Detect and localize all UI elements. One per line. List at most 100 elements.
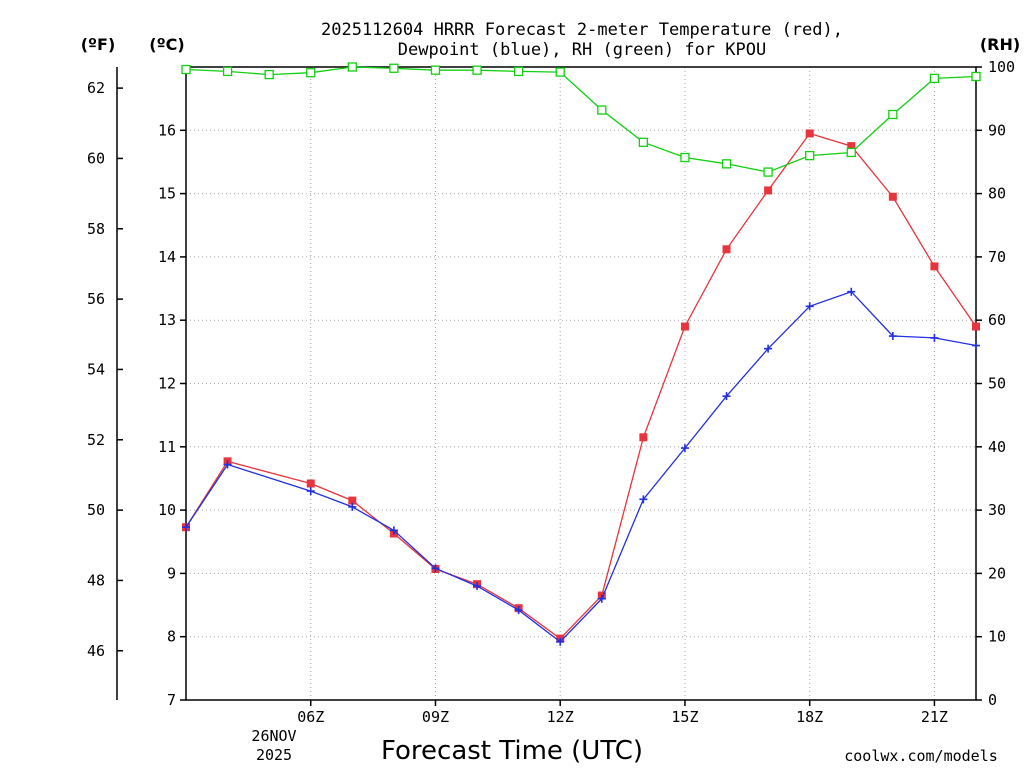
x-tick-label-21Z: 21Z bbox=[921, 708, 948, 726]
dewpoint-point bbox=[847, 287, 856, 296]
rh-point bbox=[763, 167, 773, 177]
axes: 46 48 50 52 54 56 58 60 62 7 8 9 10 11 12 13 14 15 16 0 10 20… bbox=[87, 58, 1015, 726]
dewpoint-point bbox=[639, 495, 648, 504]
rh-unit-label: (RH) bbox=[980, 35, 1020, 54]
temperature-point bbox=[888, 192, 897, 201]
rh-point bbox=[680, 152, 690, 163]
rh-tick-label-60: 60 bbox=[988, 311, 1006, 329]
dewpoint-point bbox=[223, 460, 232, 469]
rh-point bbox=[347, 62, 357, 72]
date-label-year: 2025 bbox=[256, 746, 292, 764]
dewpoint-point bbox=[722, 392, 731, 401]
x-tick-label-18Z: 18Z bbox=[796, 708, 823, 726]
title-line-2: Dewpoint (blue), RH (green) for KPOU bbox=[398, 40, 766, 60]
rh-point bbox=[264, 69, 274, 80]
x-axis-title: Forecast Time (UTC) bbox=[381, 736, 643, 766]
series-temperature bbox=[182, 129, 980, 643]
rh-point bbox=[638, 137, 649, 147]
temperature-point bbox=[306, 479, 315, 488]
fahrenheit-tick-label-50: 50 bbox=[87, 501, 105, 519]
rh-tick-label-30: 30 bbox=[988, 501, 1006, 519]
dewpoint-point bbox=[348, 502, 357, 511]
date-label-day: 26NOV bbox=[251, 727, 296, 745]
x-tick-label-15Z: 15Z bbox=[671, 708, 698, 726]
series-rh bbox=[181, 62, 981, 177]
celsius-tick-label-7: 7 bbox=[167, 691, 176, 709]
fahrenheit-tick-label-52: 52 bbox=[87, 431, 105, 449]
temperature-point bbox=[680, 322, 689, 331]
temperature-point bbox=[348, 496, 357, 505]
fahrenheit-tick-label-62: 62 bbox=[87, 79, 105, 97]
dewpoint-point bbox=[182, 523, 190, 532]
chart-title: 2025112604 HRRR Forecast 2-meter Tempera… bbox=[321, 20, 843, 60]
temperature-point bbox=[764, 186, 773, 195]
dewpoint-point bbox=[431, 564, 440, 573]
x-tick-label-09Z: 09Z bbox=[422, 708, 449, 726]
rh-tick-label-20: 20 bbox=[988, 564, 1006, 582]
temperature-point bbox=[847, 142, 856, 151]
title-line-1: 2025112604 HRRR Forecast 2-meter Tempera… bbox=[321, 20, 843, 40]
celsius-tick-label-8: 8 bbox=[167, 628, 176, 646]
fahrenheit-tick-label-58: 58 bbox=[87, 220, 105, 238]
fahrenheit-tick-label-46: 46 bbox=[87, 642, 105, 660]
rh-tick-label-40: 40 bbox=[988, 438, 1006, 456]
temperature-point bbox=[972, 322, 980, 331]
rh-tick-label-0: 0 bbox=[988, 691, 997, 709]
dewpoint-point bbox=[514, 606, 523, 615]
rh-point bbox=[555, 67, 565, 77]
fahrenheit-tick-label-54: 54 bbox=[87, 360, 105, 378]
rh-point bbox=[846, 147, 856, 158]
celsius-tick-label-12: 12 bbox=[158, 375, 176, 393]
rh-point bbox=[430, 65, 441, 75]
rh-point bbox=[721, 159, 732, 169]
dewpoint-point bbox=[597, 594, 606, 603]
dewpoint-point bbox=[473, 582, 482, 591]
fahrenheit-tick-label-60: 60 bbox=[87, 149, 105, 167]
celsius-tick-label-16: 16 bbox=[158, 121, 176, 139]
rh-tick-label-70: 70 bbox=[988, 248, 1006, 266]
x-tick-label-12Z: 12Z bbox=[547, 708, 574, 726]
rh-line bbox=[185, 66, 977, 173]
rh-point bbox=[306, 68, 316, 78]
celsius-tick-label-13: 13 bbox=[158, 311, 176, 329]
rh-tick-label-90: 90 bbox=[988, 121, 1006, 139]
temperature-point bbox=[722, 245, 731, 254]
rh-point bbox=[181, 64, 191, 75]
rh-point bbox=[805, 150, 815, 161]
rh-point bbox=[472, 65, 482, 75]
rh-tick-label-50: 50 bbox=[988, 375, 1006, 393]
rh-point bbox=[389, 63, 399, 73]
rh-point bbox=[513, 66, 524, 77]
dewpoint-point bbox=[930, 333, 939, 342]
dewpoint-point bbox=[764, 344, 773, 353]
celsius-tick-label-15: 15 bbox=[158, 185, 176, 203]
temperature-line bbox=[185, 132, 977, 640]
dewpoint-point bbox=[805, 302, 814, 311]
celsius-tick-label-14: 14 bbox=[158, 248, 176, 266]
credit-text: coolwx.com/models bbox=[844, 747, 998, 765]
celsius-tick-label-11: 11 bbox=[158, 438, 176, 456]
temperature-point bbox=[805, 129, 814, 138]
dewpoint-point bbox=[306, 487, 315, 496]
rh-point bbox=[929, 73, 940, 84]
x-tick-label-06Z: 06Z bbox=[297, 708, 324, 726]
rh-tick-label-80: 80 bbox=[988, 185, 1006, 203]
celsius-tick-label-9: 9 bbox=[167, 564, 176, 582]
gridlines bbox=[186, 67, 976, 700]
temperature-point bbox=[930, 262, 939, 271]
dewpoint-point bbox=[972, 341, 980, 350]
temperature-point bbox=[639, 433, 648, 442]
plot-frame bbox=[185, 66, 977, 701]
celsius-tick-label-10: 10 bbox=[158, 501, 176, 519]
fahrenheit-tick-label-48: 48 bbox=[87, 571, 105, 589]
dewpoint-point bbox=[680, 444, 689, 453]
fahrenheit-tick-label-56: 56 bbox=[87, 290, 105, 308]
dewpoint-point bbox=[556, 637, 565, 646]
fahrenheit-unit-label: (ºF) bbox=[81, 35, 116, 54]
celsius-unit-label: (ºC) bbox=[149, 35, 184, 54]
rh-point bbox=[888, 109, 898, 120]
dewpoint-point bbox=[389, 526, 398, 535]
dewpoint-point bbox=[888, 332, 897, 341]
rh-point bbox=[597, 105, 607, 115]
